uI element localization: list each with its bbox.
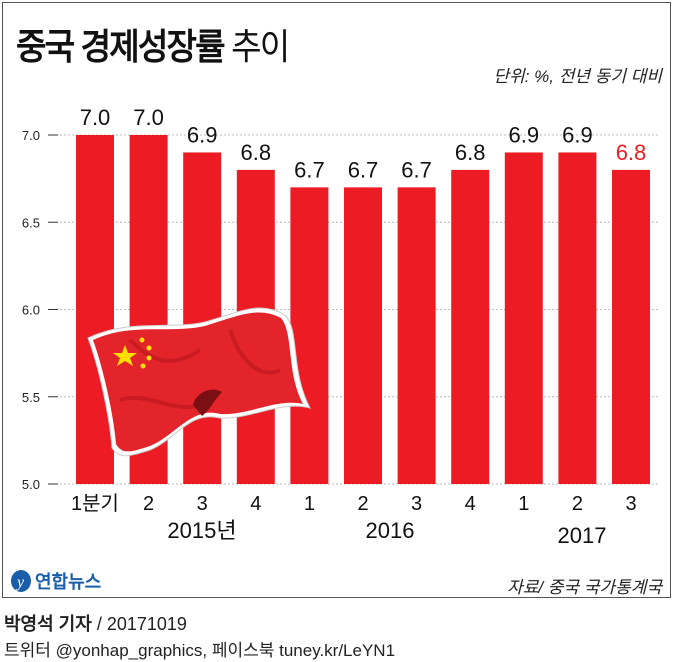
category-label: 2 xyxy=(143,493,154,515)
category-label: 1 xyxy=(304,493,315,515)
value-label: 6.7 xyxy=(348,157,379,182)
category-label: 3 xyxy=(197,493,208,515)
bar xyxy=(344,187,382,484)
bar xyxy=(290,187,329,484)
category-label: 2 xyxy=(572,493,583,515)
value-label: 6.7 xyxy=(294,157,325,182)
chart-frame xyxy=(2,2,671,598)
title-light: 추이 xyxy=(231,26,290,67)
value-label: 6.8 xyxy=(616,140,647,165)
value-label: 6.8 xyxy=(455,140,486,165)
china-flag-icon xyxy=(87,307,311,457)
year-label: 2016 xyxy=(366,518,415,543)
ytick-label: 6.0 xyxy=(22,303,40,318)
value-label: 6.9 xyxy=(509,122,540,147)
value-label: 6.8 xyxy=(241,140,272,165)
bar xyxy=(76,135,114,484)
category-label: 4 xyxy=(465,493,476,515)
bar xyxy=(451,169,490,484)
logo-text: 연합뉴스 xyxy=(35,572,102,592)
ytick-label: 5.5 xyxy=(22,390,40,405)
category-label: 4 xyxy=(250,493,261,515)
year-label: 2017 xyxy=(558,523,607,548)
category-label: 3 xyxy=(625,493,636,515)
bar-chart: 5.0 5.5 6.0 6.5 7.0 7.0 1분기 7.0 2 6.9 3 6.8 4 6.7 1 6.7… xyxy=(22,105,660,548)
category-label: 1분기 xyxy=(71,492,119,515)
bar xyxy=(504,152,543,484)
yonhap-logo: y 연합뉴스 xyxy=(10,568,101,594)
value-label: 6.9 xyxy=(562,122,593,147)
social-links: 트위터 @yonhap_graphics, 페이스북 tuney.kr/LeYN… xyxy=(4,641,396,660)
ytick-label: 6.5 xyxy=(22,215,40,230)
svg-text:y: y xyxy=(15,574,25,591)
date: / 20171019 xyxy=(91,614,187,634)
year-label: 2015년 xyxy=(167,518,236,543)
chart-title: 중국 경제성장률 추이 xyxy=(16,18,290,70)
ytick-label: 5.0 xyxy=(22,477,40,492)
bar xyxy=(612,169,650,484)
credit-line: 박영석 기자 / 20171019 xyxy=(4,610,187,636)
unit-label: 단위: %, 전년 동기 대비 xyxy=(493,67,662,86)
bar xyxy=(558,152,597,484)
category-label: 3 xyxy=(411,493,422,515)
bar xyxy=(183,152,222,484)
title-bold: 중국 경제성장률 xyxy=(16,26,226,67)
value-label: 6.9 xyxy=(187,122,218,147)
source-label: 자료/ 중국 국가통계국 xyxy=(507,578,662,597)
bar xyxy=(397,187,436,484)
ytick-label: 7.0 xyxy=(22,128,40,143)
value-label: 7.0 xyxy=(133,105,164,130)
category-label: 1 xyxy=(518,493,529,515)
yonhap-logo-icon: y xyxy=(11,570,31,592)
reporter: 박영석 기자 xyxy=(4,614,92,634)
value-label: 7.0 xyxy=(80,105,111,130)
category-label: 2 xyxy=(357,493,368,515)
value-label: 6.7 xyxy=(401,157,432,182)
